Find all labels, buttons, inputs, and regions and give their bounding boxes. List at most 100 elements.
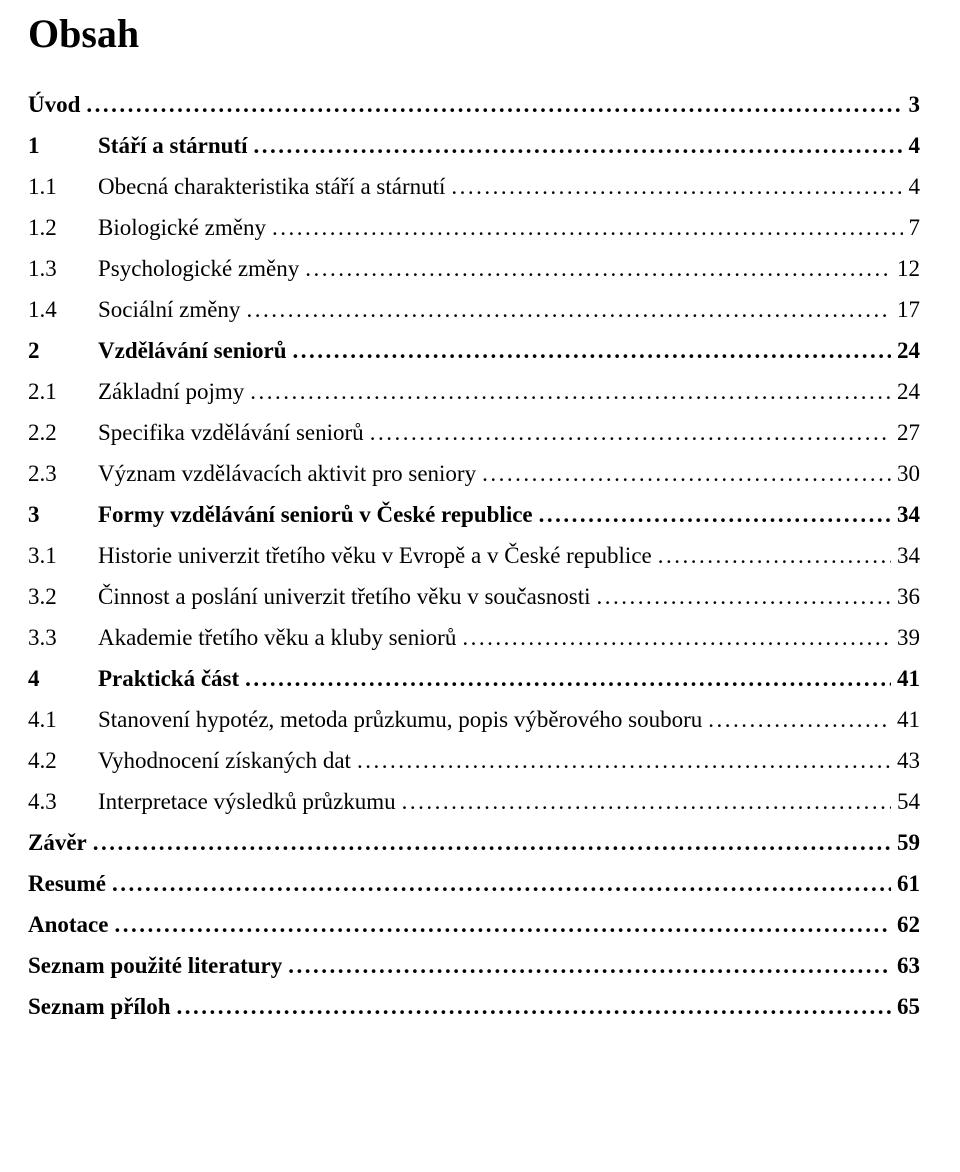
toc-entry-label: Úvod — [28, 93, 86, 116]
toc-entry-page: 43 — [891, 749, 920, 772]
toc-leader-dots — [292, 339, 891, 362]
toc-entry-page: 61 — [891, 872, 920, 895]
toc-entry-page: 30 — [891, 462, 920, 485]
toc-row: 3.1Historie univerzit třetího věku v Evr… — [28, 544, 920, 567]
toc-entry-number: 1 — [28, 134, 98, 157]
toc-entry-label: Biologické změny — [98, 216, 272, 239]
toc-entry-label: Stanovení hypotéz, metoda průzkumu, popi… — [98, 708, 708, 731]
toc-entry-page: 39 — [891, 626, 920, 649]
toc-entry-page: 27 — [891, 421, 920, 444]
toc-entry-number: 3.3 — [28, 626, 98, 649]
toc-leader-dots — [93, 831, 891, 854]
toc-row: 4.2Vyhodnocení získaných dat 43 — [28, 749, 920, 772]
toc-leader-dots — [597, 585, 891, 608]
toc-row: 2Vzdělávání seniorů 24 — [28, 339, 920, 362]
toc-entry-page: 54 — [891, 790, 920, 813]
toc-leader-dots — [250, 380, 891, 403]
toc-entry-label: Sociální změny — [98, 298, 246, 321]
toc-entry-page: 4 — [903, 134, 921, 157]
toc-entry-label: Psychologické změny — [98, 257, 305, 280]
toc-row: 3.3Akademie třetího věku a kluby seniorů… — [28, 626, 920, 649]
toc-row: Úvod 3 — [28, 93, 920, 116]
toc-row: 1.4Sociální změny 17 — [28, 298, 920, 321]
toc-entry-page: 3 — [903, 93, 921, 116]
toc-entry-number: 1.1 — [28, 175, 98, 198]
toc-row: Anotace 62 — [28, 913, 920, 936]
toc-leader-dots — [272, 216, 903, 239]
toc-entry-number: 2.3 — [28, 462, 98, 485]
toc-row: Seznam příloh 65 — [28, 995, 920, 1018]
toc-leader-dots — [370, 421, 891, 444]
toc-leader-dots — [114, 913, 891, 936]
toc-entry-page: 34 — [891, 503, 920, 526]
toc-entry-label: Anotace — [28, 913, 114, 936]
toc-leader-dots — [305, 257, 891, 280]
toc-entry-number: 3.2 — [28, 585, 98, 608]
toc-entry-number: 1.4 — [28, 298, 98, 321]
toc-entry-page: 17 — [891, 298, 920, 321]
toc-row: 1Stáří a stárnutí 4 — [28, 134, 920, 157]
page-title: Obsah — [28, 10, 920, 57]
toc-row: 4.1Stanovení hypotéz, metoda průzkumu, p… — [28, 708, 920, 731]
toc-entry-number: 2.2 — [28, 421, 98, 444]
toc-leader-dots — [357, 749, 891, 772]
toc-leader-dots — [402, 790, 891, 813]
toc-entry-number: 2.1 — [28, 380, 98, 403]
toc-entry-label: Stáří a stárnutí — [98, 134, 254, 157]
toc-leader-dots — [658, 544, 891, 567]
toc-entry-number: 3 — [28, 503, 98, 526]
toc-row: 4Praktická část 41 — [28, 667, 920, 690]
toc-row: 3.2Činnost a poslání univerzit třetího v… — [28, 585, 920, 608]
toc-entry-page: 34 — [891, 544, 920, 567]
toc-entry-label: Interpretace výsledků průzkumu — [98, 790, 402, 813]
toc-entry-label: Seznam použité literatury — [28, 954, 288, 977]
toc-row: 3Formy vzdělávání seniorů v České republ… — [28, 503, 920, 526]
toc-leader-dots — [86, 93, 902, 116]
toc-entry-label: Význam vzdělávacích aktivit pro seniory — [98, 462, 482, 485]
toc-row: 1.1Obecná charakteristika stáří a stárnu… — [28, 175, 920, 198]
toc-leader-dots — [462, 626, 891, 649]
toc-entry-label: Seznam příloh — [28, 995, 176, 1018]
toc-leader-dots — [254, 134, 903, 157]
toc-leader-dots — [246, 298, 891, 321]
toc-entry-number: 3.1 — [28, 544, 98, 567]
toc-leader-dots — [708, 708, 891, 731]
toc-row: Resumé 61 — [28, 872, 920, 895]
toc-leader-dots — [112, 872, 891, 895]
toc-entry-page: 59 — [891, 831, 920, 854]
toc-entry-page: 12 — [891, 257, 920, 280]
toc-leader-dots — [245, 667, 891, 690]
toc-entry-label: Praktická část — [98, 667, 245, 690]
toc-row: Závěr 59 — [28, 831, 920, 854]
toc-row: 1.2Biologické změny 7 — [28, 216, 920, 239]
toc-entry-page: 65 — [891, 995, 920, 1018]
toc-entry-page: 41 — [891, 667, 920, 690]
toc-entry-label: Činnost a poslání univerzit třetího věku… — [98, 585, 597, 608]
toc-entry-label: Základní pojmy — [98, 380, 250, 403]
toc-entry-label: Vyhodnocení získaných dat — [98, 749, 357, 772]
toc-entry-number: 4.3 — [28, 790, 98, 813]
toc-entry-number: 1.3 — [28, 257, 98, 280]
toc-row: 1.3Psychologické změny 12 — [28, 257, 920, 280]
toc-leader-dots — [539, 503, 891, 526]
toc-entry-page: 24 — [891, 380, 920, 403]
toc-leader-dots — [451, 175, 902, 198]
toc-entry-page: 36 — [891, 585, 920, 608]
toc-row: Seznam použité literatury 63 — [28, 954, 920, 977]
toc-entry-page: 63 — [891, 954, 920, 977]
toc-entry-page: 62 — [891, 913, 920, 936]
toc-entry-label: Obecná charakteristika stáří a stárnutí — [98, 175, 451, 198]
toc-entry-page: 24 — [891, 339, 920, 362]
toc-entry-number: 4 — [28, 667, 98, 690]
toc-entry-label: Vzdělávání seniorů — [98, 339, 292, 362]
toc-entry-number: 1.2 — [28, 216, 98, 239]
toc-entry-label: Akademie třetího věku a kluby seniorů — [98, 626, 462, 649]
toc-entry-label: Historie univerzit třetího věku v Evropě… — [98, 544, 658, 567]
toc-entry-page: 4 — [903, 175, 921, 198]
table-of-contents: Úvod 31Stáří a stárnutí 41.1Obecná chara… — [28, 93, 920, 1018]
toc-row: 2.2Specifika vzdělávání seniorů 27 — [28, 421, 920, 444]
toc-entry-number: 2 — [28, 339, 98, 362]
toc-entry-number: 4.2 — [28, 749, 98, 772]
toc-entry-label: Specifika vzdělávání seniorů — [98, 421, 370, 444]
toc-leader-dots — [482, 462, 891, 485]
